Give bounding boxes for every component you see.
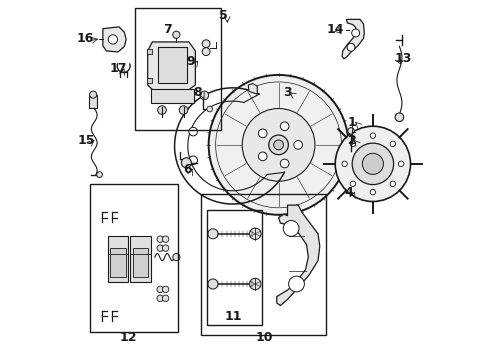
Circle shape (157, 295, 163, 302)
Text: 1: 1 (347, 116, 356, 129)
Text: 3: 3 (283, 86, 291, 99)
Circle shape (188, 127, 197, 136)
Circle shape (162, 236, 168, 242)
Bar (151, 89, 194, 103)
Circle shape (258, 129, 266, 138)
Bar (89, 95, 97, 108)
Circle shape (206, 106, 212, 112)
Text: 13: 13 (393, 51, 411, 64)
Circle shape (207, 279, 218, 289)
Circle shape (351, 29, 359, 37)
Circle shape (202, 48, 210, 55)
Text: 16: 16 (76, 32, 93, 45)
Circle shape (157, 245, 163, 251)
Circle shape (335, 126, 410, 202)
Text: 17: 17 (109, 62, 127, 75)
Circle shape (389, 181, 395, 186)
Text: 4: 4 (344, 186, 352, 199)
Circle shape (202, 40, 210, 48)
Bar (201, 194, 325, 335)
Circle shape (362, 153, 383, 174)
Bar (132, 248, 148, 277)
Bar (158, 47, 187, 83)
Circle shape (162, 286, 168, 293)
Circle shape (172, 253, 180, 261)
Text: 15: 15 (77, 134, 95, 147)
Polygon shape (108, 235, 128, 282)
Circle shape (179, 106, 187, 114)
Circle shape (349, 181, 355, 186)
Circle shape (394, 113, 403, 122)
Circle shape (293, 140, 302, 149)
Bar (89, 184, 178, 332)
Text: 5: 5 (218, 9, 227, 22)
Circle shape (398, 161, 403, 167)
Text: 2: 2 (347, 134, 356, 147)
Polygon shape (341, 19, 364, 59)
Bar (206, 211, 261, 325)
Circle shape (249, 278, 261, 290)
Circle shape (158, 106, 166, 114)
Circle shape (369, 189, 375, 195)
Circle shape (349, 141, 355, 147)
Circle shape (162, 245, 168, 251)
Circle shape (288, 276, 304, 292)
Text: 14: 14 (325, 23, 343, 36)
Circle shape (351, 143, 393, 185)
Polygon shape (130, 235, 150, 282)
Text: 9: 9 (186, 55, 195, 68)
Text: 6: 6 (183, 163, 191, 176)
Bar (146, 78, 152, 83)
Bar (135, 8, 221, 130)
Circle shape (273, 140, 283, 150)
Polygon shape (248, 84, 257, 94)
Circle shape (249, 228, 261, 239)
Circle shape (258, 152, 266, 161)
Circle shape (207, 229, 218, 239)
Circle shape (181, 158, 191, 168)
Polygon shape (276, 205, 319, 306)
Text: 10: 10 (255, 331, 272, 344)
Circle shape (200, 91, 208, 100)
Circle shape (347, 128, 353, 134)
Circle shape (89, 91, 97, 98)
Text: 11: 11 (224, 310, 242, 323)
Circle shape (108, 35, 117, 44)
Circle shape (157, 286, 163, 293)
Circle shape (346, 43, 354, 51)
Circle shape (188, 156, 197, 165)
Circle shape (341, 161, 346, 167)
Circle shape (280, 159, 288, 168)
Circle shape (242, 108, 314, 181)
Circle shape (369, 133, 375, 138)
Circle shape (172, 31, 180, 39)
Circle shape (97, 172, 102, 177)
Circle shape (268, 135, 288, 155)
Bar (110, 248, 126, 277)
Polygon shape (102, 27, 126, 52)
Circle shape (389, 141, 395, 147)
Circle shape (208, 75, 348, 215)
Polygon shape (147, 42, 195, 90)
Text: 12: 12 (119, 331, 137, 344)
Circle shape (280, 122, 288, 131)
Circle shape (162, 295, 168, 302)
Bar (146, 49, 152, 54)
Text: 8: 8 (193, 86, 202, 99)
Circle shape (283, 221, 298, 236)
Circle shape (157, 236, 163, 242)
Text: 7: 7 (163, 23, 171, 36)
